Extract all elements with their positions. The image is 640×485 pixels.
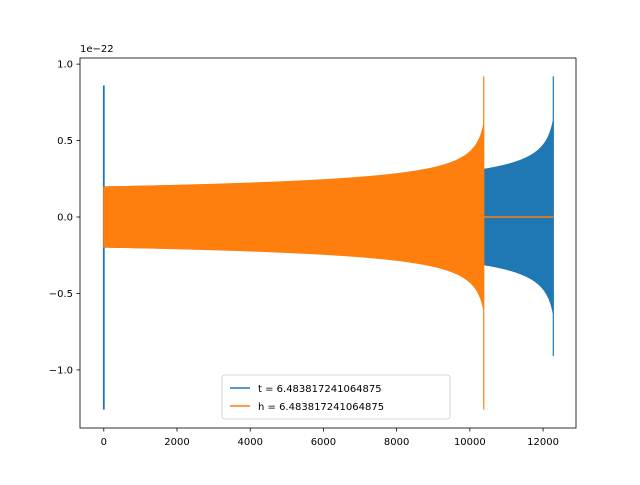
x-tick-label: 10000: [454, 437, 486, 448]
x-tick-label: 0: [101, 437, 107, 448]
x-axis: 0 2000 4000 6000 8000 10000 12000: [101, 428, 559, 448]
y-tick-label: 0.0: [57, 213, 73, 224]
y-tick-label: 1.0: [57, 60, 73, 71]
legend-frame: [221, 374, 451, 420]
plot-area: [102, 76, 554, 410]
y-axis: −1.0 −0.5 0.0 0.5 1.0: [49, 60, 80, 376]
legend-label: h = 6.483817241064875: [258, 402, 384, 413]
y-offset-label: 1e−22: [80, 44, 114, 55]
x-tick-label: 2000: [164, 437, 189, 448]
x-tick-label: 6000: [311, 437, 336, 448]
legend: t = 6.483817241064875 h = 6.4838172410648…: [221, 374, 451, 420]
x-tick-label: 12000: [527, 437, 559, 448]
legend-label: t = 6.483817241064875: [258, 384, 382, 395]
axes-frame: [79, 57, 577, 429]
series-h: [103, 76, 554, 410]
y-tick-label: −0.5: [49, 289, 73, 300]
x-tick-label: 8000: [384, 437, 409, 448]
x-tick-label: 4000: [237, 437, 262, 448]
series-band: [103, 76, 485, 410]
y-tick-label: −1.0: [49, 365, 73, 376]
y-tick-label: 0.5: [57, 136, 73, 147]
